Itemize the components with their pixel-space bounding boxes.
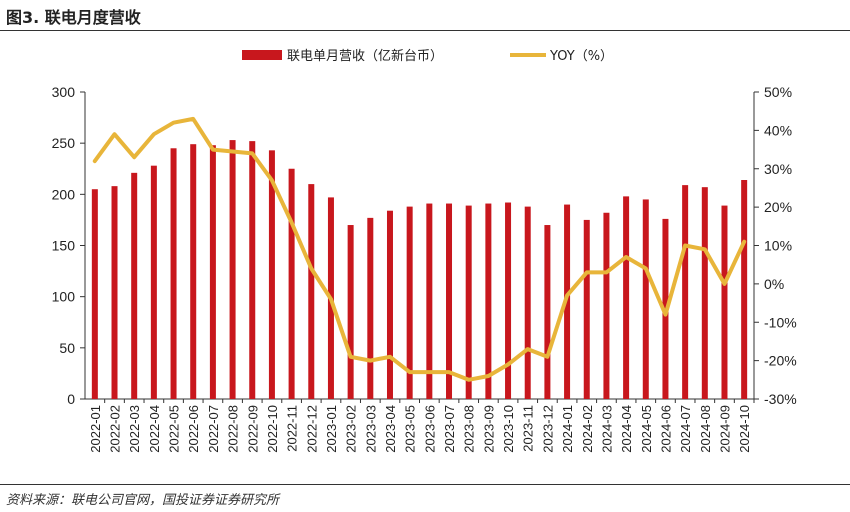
revenue-bar [465,205,472,399]
right-tick-label: -10% [764,314,797,330]
left-tick-label: 300 [52,84,76,100]
x-tick-label: 2022-03 [127,405,142,453]
x-tick-label: 2023-07 [442,405,457,453]
x-tick-label: 2023-03 [363,405,378,453]
revenue-bar [170,148,177,399]
x-tick-label: 2024-06 [658,405,673,453]
revenue-bar [426,203,433,399]
revenue-bar [386,210,393,399]
revenue-bar [701,187,708,399]
yoy-line-series [92,116,747,382]
x-tick-label: 2024-10 [737,405,752,453]
x-tick-label: 2024-03 [599,405,614,453]
left-tick-label: 150 [52,238,76,254]
revenue-bar [642,199,649,399]
right-tick-label: -30% [764,391,797,407]
revenue-bar [347,225,354,399]
left-tick-label: 250 [52,135,76,151]
x-tick-label: 2023-10 [501,405,516,453]
right-tick-label: 30% [764,161,792,177]
legend-bar-label: 联电单月营收（亿新台币） [287,48,443,64]
x-tick-label: 2023-08 [462,405,477,453]
revenue-bar [190,144,197,399]
x-tick-label: 2024-05 [639,405,654,453]
x-tick-label: 2022-11 [285,405,300,452]
revenue-bar [131,172,138,399]
revenue-bar [505,202,512,399]
x-tick-label: 2023-04 [383,405,398,453]
right-tick-label: 50% [764,84,792,100]
left-tick-label: 50 [59,340,75,356]
chart-axes [80,91,759,403]
figure-title: 图3. 联电月度营收 [6,8,141,27]
x-tick-label: 2022-08 [226,405,241,453]
revenue-bar [406,206,413,399]
left-tick-label: 100 [52,289,76,305]
right-tick-label: 10% [764,238,792,254]
x-tick-label: 2024-09 [717,405,732,453]
bottom-rule [0,484,850,485]
right-tick-label: 0% [764,276,784,292]
x-tick-label: 2023-05 [403,405,418,453]
revenue-bar [150,165,157,399]
revenue-bar [603,212,610,399]
x-tick-label: 2023-02 [344,405,359,453]
x-tick-label: 2024-07 [678,405,693,453]
revenue-bar [268,150,275,399]
x-tick-label: 2022-06 [186,405,201,453]
x-tick-label: 2022-07 [206,405,221,453]
left-tick-label: 0 [67,391,75,407]
revenue-bar [741,180,748,399]
x-tick-label: 2024-01 [560,405,575,453]
x-tick-label: 2022-04 [147,405,162,453]
x-tick-label: 2023-12 [540,405,555,453]
bar-series [91,140,748,399]
yoy-line [92,116,747,382]
revenue-bar [249,141,256,399]
revenue-bar [524,206,531,399]
revenue-bar [682,185,689,399]
x-tick-label: 2024-08 [698,405,713,453]
right-tick-label: -20% [764,353,797,369]
x-tick-label: 2023-09 [481,405,496,453]
right-tick-label: 20% [764,199,792,215]
revenue-bar [485,203,492,399]
right-tick-label: 40% [764,122,792,138]
top-rule [0,30,850,31]
x-tick-label: 2022-12 [304,405,319,453]
x-tick-label: 2024-02 [580,405,595,453]
x-tick-label: 2023-06 [422,405,437,453]
revenue-bar [308,184,315,399]
revenue-bar [209,145,216,399]
revenue-bar [721,205,728,399]
x-tick-label: 2022-09 [245,405,260,453]
source-note: 资料来源：联电公司官网，国投证券证券研究所 [6,493,280,508]
revenue-bar [623,196,630,399]
revenue-bar [91,189,98,399]
x-tick-label: 2022-10 [265,405,280,453]
x-tick-label: 2023-11 [521,405,536,452]
x-tick-label: 2024-04 [619,405,634,453]
left-tick-label: 200 [52,186,76,202]
revenue-chart: 联电单月营收（亿新台币） YOY（%） 0 50 100 150 200 250 300 -3… [52,48,797,453]
x-tick-label: 2022-05 [167,405,182,453]
revenue-bar [111,186,118,399]
revenue-bar [229,140,236,399]
legend-line-label: YOY（%） [549,49,613,64]
x-tick-label: 2022-02 [108,405,123,453]
revenue-bar [446,203,453,399]
revenue-bar [583,219,590,399]
tick-labels: 0 50 100 150 200 250 300 -30% -20% -10% 0% 10% 20% 30… [52,84,797,453]
x-tick-label: 2023-01 [324,405,339,453]
chart-legend: 联电单月营收（亿新台币） YOY（%） [242,48,613,64]
legend-bar-swatch [242,50,282,60]
revenue-bar [367,217,374,399]
x-tick-label: 2022-01 [88,405,103,453]
revenue-bar [288,168,295,399]
revenue-bar [544,225,551,399]
